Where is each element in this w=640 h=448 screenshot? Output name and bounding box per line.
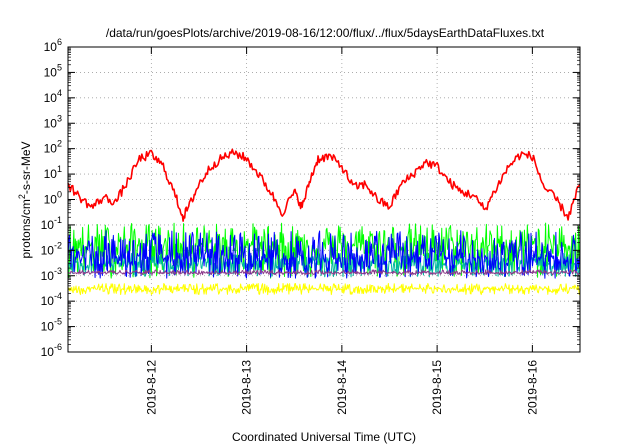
y-tick-label: 10-5 (41, 317, 62, 334)
y-tick-label: 101 (44, 164, 62, 181)
y-tick-label: 104 (44, 88, 62, 105)
series-line (67, 283, 581, 296)
y-tick-label: 10-6 (41, 342, 62, 359)
y-axis-label: protons/cm2-s-sr-MeV (17, 141, 33, 258)
y-tick-label: 106 (44, 37, 62, 54)
x-axis: 2019-8-12 2019-8-13 2019-8-14 2019-8-15 2019… (144, 47, 539, 415)
y-tick-label: 100 (44, 190, 62, 207)
data-series (67, 148, 581, 296)
x-tick-label: 2019-8-14 (335, 360, 349, 415)
series-line (67, 148, 581, 222)
y-tick-label: 105 (44, 62, 62, 79)
y-tick-label: 103 (44, 113, 62, 130)
x-tick-label: 2019-8-16 (525, 360, 539, 415)
x-tick-label: 2019-8-15 (430, 360, 444, 415)
y-axis: 10-6 10-5 10-4 10-3 10-2 10-1 100 101 102 103 104 1… (41, 37, 580, 359)
x-axis-label: Coordinated Universal Time (UTC) (232, 430, 416, 444)
y-tick-label: 10-1 (41, 215, 62, 232)
y-tick-label: 10-4 (41, 291, 62, 308)
chart-title: /data/run/goesPlots/archive/2019-08-16/1… (106, 26, 545, 40)
grid-lines (68, 47, 580, 352)
x-tick-label: 2019-8-12 (144, 360, 158, 415)
y-tick-label: 10-2 (41, 240, 62, 257)
series-line (67, 230, 581, 279)
x-tick-label: 2019-8-13 (240, 360, 254, 415)
series-line (67, 269, 581, 276)
y-tick-label: 102 (44, 139, 62, 156)
y-tick-label: 10-3 (41, 266, 62, 283)
